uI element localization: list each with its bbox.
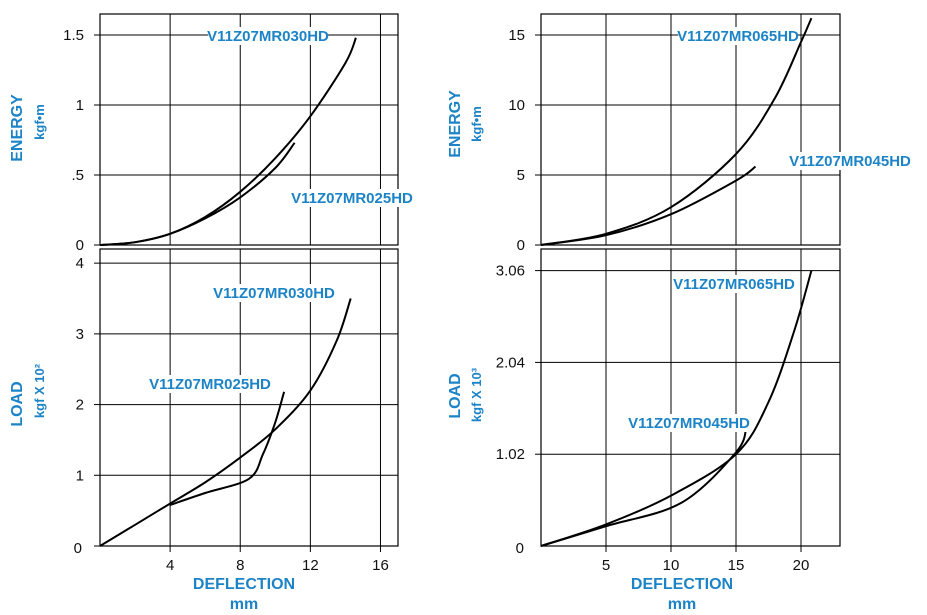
y-tick-label: 0 bbox=[517, 237, 525, 254]
series-label-bg bbox=[292, 189, 412, 207]
plot-frame bbox=[540, 13, 841, 246]
series-label-V11Z07MR045HD: V11Z07MR045HD bbox=[789, 153, 911, 170]
series-line-V11Z07MR045HD bbox=[540, 165, 757, 246]
y-tick-label: 3 bbox=[76, 326, 84, 343]
y-tick-label: 1.5 bbox=[63, 27, 84, 44]
load-unit-left: kgf X 10² bbox=[32, 363, 47, 418]
plot-frame bbox=[99, 248, 399, 547]
x-tick-label: 10 bbox=[663, 557, 680, 574]
deflection-label-left: DEFLECTION bbox=[193, 576, 295, 593]
y-tick-label: 2 bbox=[76, 397, 84, 414]
energy-label-left: ENERGY bbox=[9, 94, 26, 162]
series-label-bg bbox=[674, 275, 794, 293]
chart-panel-2: 0 5 10 15 V11Z07MR065HD V11Z07MR045HD bbox=[508, 13, 911, 254]
series-label-bg bbox=[629, 414, 749, 432]
x-tick-label: 4 bbox=[166, 557, 174, 574]
load-label-left: LOAD bbox=[9, 381, 26, 426]
x-tick-label: 15 bbox=[728, 557, 745, 574]
series-line-V11Z07MR030HD bbox=[99, 298, 352, 547]
y-tick-label: 2.04 bbox=[496, 354, 525, 371]
x-tick-label: 16 bbox=[372, 557, 389, 574]
energy-unit-right: kgf•m bbox=[469, 106, 484, 142]
series-line-V11Z07MR065HD bbox=[540, 270, 813, 547]
series-line-V11Z07MR045HD bbox=[540, 426, 748, 547]
y-tick-label: 15 bbox=[508, 27, 525, 44]
chart-panel-1: 0 .5 1 1.5 V11Z07MR030HD V11Z07MR025HD bbox=[63, 13, 413, 254]
x-tick-label: 12 bbox=[302, 557, 319, 574]
y-tick-label: 1 bbox=[76, 97, 84, 114]
series-line-V11Z07MR030HD bbox=[99, 37, 357, 246]
y-tick-label: 0 bbox=[76, 237, 84, 254]
series-label-V11Z07MR025HD: V11Z07MR025HD bbox=[291, 190, 413, 207]
series-label-bg bbox=[208, 27, 328, 45]
series-label-V11Z07MR065HD: V11Z07MR065HD bbox=[673, 276, 795, 293]
series-label-bg bbox=[790, 152, 910, 170]
series-label-V11Z07MR025HD: V11Z07MR025HD bbox=[149, 376, 271, 393]
x-tick-label: 8 bbox=[236, 557, 244, 574]
series-label-bg bbox=[150, 375, 270, 393]
load-label-right: LOAD bbox=[447, 373, 464, 418]
x-tick-label: 5 bbox=[602, 557, 610, 574]
energy-label-right: ENERGY bbox=[447, 90, 464, 158]
y-tick-label: 10 bbox=[508, 97, 525, 114]
series-label-V11Z07MR030HD: V11Z07MR030HD bbox=[207, 28, 329, 45]
y-tick-label: 1.02 bbox=[496, 446, 525, 463]
series-label-bg bbox=[214, 284, 334, 302]
deflection-unit-left: mm bbox=[230, 596, 258, 613]
series-label-V11Z07MR045HD: V11Z07MR045HD bbox=[628, 415, 750, 432]
plot-frame bbox=[99, 13, 399, 246]
series-line-V11Z07MR025HD bbox=[169, 391, 286, 506]
zero-label-right: 0 bbox=[516, 540, 524, 557]
y-tick-label: .5 bbox=[71, 167, 84, 184]
y-tick-label: 1 bbox=[76, 467, 84, 484]
y-tick-label: 3.06 bbox=[496, 263, 525, 280]
series-label-bg bbox=[678, 27, 798, 45]
y-tick-label: 5 bbox=[517, 167, 525, 184]
x-tick-label: 20 bbox=[793, 557, 810, 574]
series-label-V11Z07MR065HD: V11Z07MR065HD bbox=[677, 28, 799, 45]
series-line-V11Z07MR065HD bbox=[540, 17, 813, 246]
series-line-V11Z07MR025HD bbox=[99, 142, 296, 246]
energy-unit-left: kgf•m bbox=[32, 104, 47, 140]
deflection-unit-right: mm bbox=[668, 596, 696, 613]
deflection-label-right: DEFLECTION bbox=[631, 576, 733, 593]
series-label-V11Z07MR030HD: V11Z07MR030HD bbox=[213, 285, 335, 302]
chart-panel-4: 1.02 2.04 3.06 5 10 15 20 V11Z07MR065HD V11Z07MR… bbox=[496, 248, 841, 574]
zero-label-left: 0 bbox=[74, 540, 82, 557]
y-tick-label: 4 bbox=[76, 255, 84, 272]
load-unit-right: kgf X 10³ bbox=[469, 367, 484, 422]
plot-frame bbox=[540, 248, 841, 547]
